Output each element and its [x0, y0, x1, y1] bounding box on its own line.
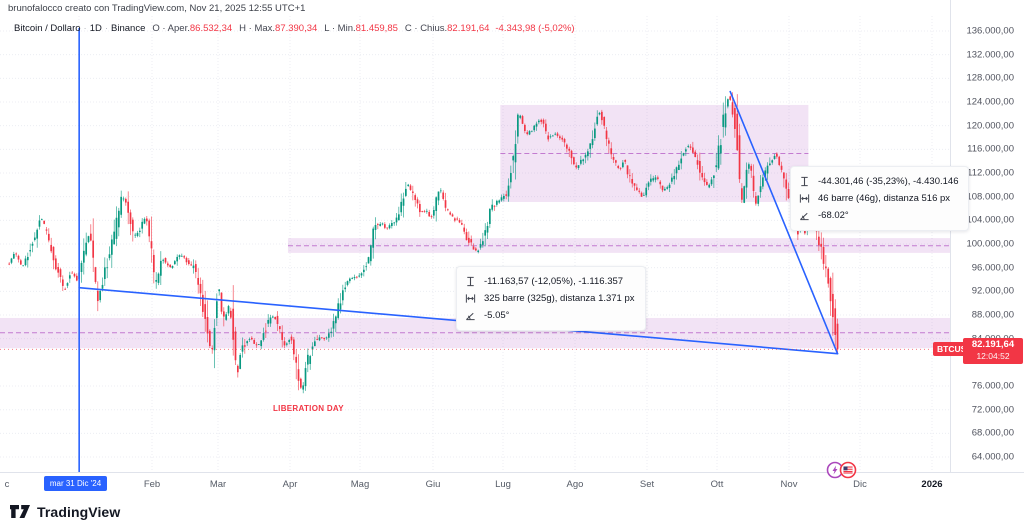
price-axis-label: 124.000,00 [966, 96, 1014, 108]
attribution-text: brunofalocco creato con TradingView.com,… [8, 3, 306, 14]
symbol-title[interactable]: Bitcoin / Dollaro [14, 23, 81, 34]
time-axis-label: Set [639, 479, 655, 490]
price-range-icon [467, 276, 474, 287]
price-axis-label: 92.000,00 [971, 285, 1014, 297]
time-axis-label: Apr [282, 479, 298, 490]
measure-tooltip-long: -11.163,57 (-12,05%), -1.116.357 325 bar… [456, 266, 646, 331]
time-axis-label: Feb [143, 479, 161, 490]
price-axis-label: 64.000,00 [971, 451, 1014, 463]
price-axis-label: 112.000,00 [967, 167, 1014, 179]
low-value: 81.459,85 [355, 23, 398, 34]
high-value: 87.390,34 [275, 23, 318, 34]
time-axis-label: Ago [566, 479, 584, 490]
price-axis-label: 100.000,00 [966, 238, 1014, 250]
time-axis-label: 2026 [921, 479, 943, 490]
time-axis-label: Lug [495, 479, 511, 490]
last-price-value: 82.191,64 [971, 339, 1015, 351]
measure-angle-text: -5.05° [484, 310, 510, 321]
candles [8, 92, 839, 394]
price-axis-label: 104.000,00 [966, 214, 1014, 226]
price-axis-label: 88.000,00 [971, 309, 1014, 321]
time-axis-label: Dic [853, 479, 867, 490]
time-axis-label: Mar [209, 479, 227, 490]
price-axis-label: 120.000,00 [966, 120, 1014, 132]
time-axis-label: Giu [425, 479, 441, 490]
time-axis-label: Nov [780, 479, 798, 490]
angle-icon [466, 312, 475, 321]
price-axis-label: 96.000,00 [971, 262, 1014, 274]
price-zones [0, 104, 951, 349]
price-axis-label: 132.000,00 [966, 49, 1014, 61]
last-price-label: 82.191,64 12:04:52 [963, 338, 1023, 365]
price-axis-label: 108.000,00 [966, 191, 1014, 203]
close-value: 82.191,64 [447, 23, 490, 34]
tradingview-watermark[interactable]: TradingView [9, 503, 120, 520]
price-axis-label: 136.000,00 [966, 25, 1014, 37]
price-axis-label: 116.000,00 [967, 143, 1014, 155]
measure-price-text: -11.163,57 (-12,05%), -1.116.357 [484, 276, 624, 287]
tradingview-logo-text: TradingView [37, 503, 121, 520]
measure-angle-text: -68.02° [818, 210, 849, 221]
time-axis[interactable]: c Feb Mar Apr Mag Giu Lug Ago Set Ott Nov Dic 2026 [0, 472, 1024, 496]
bar-range-icon [799, 194, 810, 203]
measure-price-text: -44.301,46 (-35,23%), -4.430.146 [818, 176, 959, 187]
change-value: -4.343,98 (-5,02%) [495, 23, 575, 34]
close-label: C · Chius. [404, 23, 448, 34]
price-axis-label: 128.000,00 [966, 72, 1014, 84]
time-axis-label: c [4, 479, 10, 490]
price-axis-label: 72.000,00 [971, 404, 1014, 416]
liberation-day-annotation: LIBERATION DAY [273, 404, 344, 413]
bar-countdown: 12:04:52 [976, 351, 1010, 362]
angle-icon [800, 212, 809, 221]
open-label: O · Aper. [152, 23, 190, 34]
time-axis-label: Ott [710, 479, 724, 490]
high-label: H · Max. [239, 23, 276, 34]
open-value: 86.532,34 [189, 23, 233, 34]
price-axis-label: 76.000,00 [971, 380, 1014, 392]
exchange-label: Binance [111, 23, 146, 34]
price-axis-label: 68.000,00 [971, 427, 1014, 439]
tradingview-logo-icon [10, 505, 30, 518]
price-axis[interactable]: 136.000,00 132.000,00 128.000,00 124.000,00… [950, 0, 1024, 472]
measure-bars-text: 46 barre (46g), distanza 516 px [818, 193, 951, 204]
event-markers[interactable] [826, 461, 860, 484]
price-range-icon [801, 176, 808, 187]
measure-tooltip-steep: -44.301,46 (-35,23%), -4.430.146 46 barr… [790, 166, 970, 231]
time-axis-label: Mag [350, 479, 370, 490]
bar-range-icon [465, 294, 476, 303]
low-label: L · Min. [324, 23, 356, 34]
measure-bars-text: 325 barre (325g), distanza 1.371 px [484, 293, 635, 304]
chart-legend[interactable]: Bitcoin / Dollaro · 1D · Binance O · Aper.86.… [14, 23, 575, 34]
vertical-line-date-label[interactable]: mar 31 Dic '24 [44, 476, 107, 491]
interval-label[interactable]: 1D [89, 23, 102, 34]
us-flag-event-icon[interactable] [839, 461, 857, 479]
